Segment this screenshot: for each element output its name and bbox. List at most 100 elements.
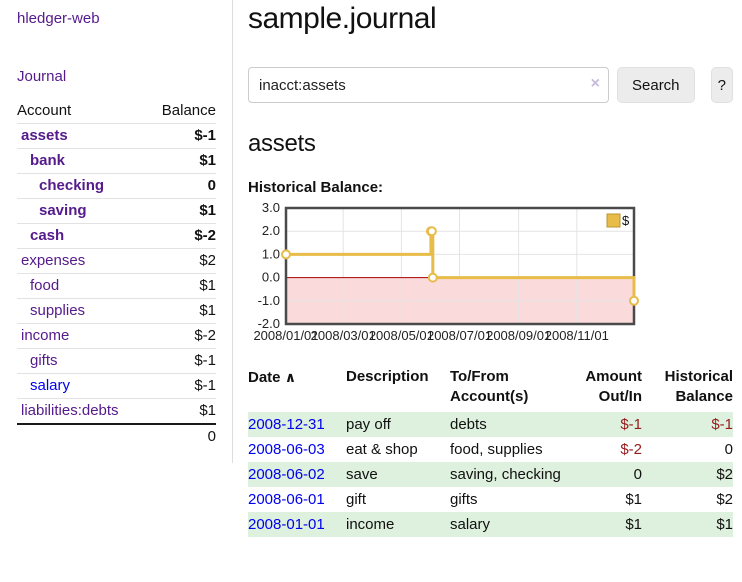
account-link-income[interactable]: income xyxy=(21,327,70,344)
transaction-accounts: saving, checking xyxy=(450,466,561,483)
register-header-date[interactable]: Date ∧ xyxy=(248,369,297,386)
clear-search-icon[interactable]: × xyxy=(590,75,600,92)
transaction-balance: 0 xyxy=(724,441,733,458)
svg-text:2008/07/01: 2008/07/01 xyxy=(427,328,492,343)
help-button[interactable]: ? xyxy=(710,67,733,103)
register-header-tofrom: To/From Account(s) xyxy=(450,368,529,405)
transaction-description: pay off xyxy=(346,416,391,433)
transaction-date-link[interactable]: 2008-06-02 xyxy=(248,466,325,483)
historical-balance-chart: $3.0 2.0 1.0 0.0 -1.0 -2.02008/01/012008/03/0… xyxy=(253,200,639,343)
account-link-expenses[interactable]: expenses xyxy=(21,252,86,269)
account-link-saving[interactable]: saving xyxy=(39,202,87,219)
svg-text:3.0: 3.0 xyxy=(262,200,280,215)
svg-text:0.0: 0.0 xyxy=(262,270,280,285)
svg-text:2008/03/01: 2008/03/01 xyxy=(311,328,376,343)
account-balance: $-2 xyxy=(146,223,216,249)
account-row: supplies $1 xyxy=(17,298,216,324)
transaction-date-link[interactable]: 2008-06-01 xyxy=(248,491,325,508)
accounts-table: Account Balance assets $-1 bank $1 checkin… xyxy=(17,99,216,449)
account-link-bank[interactable]: bank xyxy=(30,152,66,169)
transaction-amount: $1 xyxy=(625,491,642,508)
transaction-balance: $1 xyxy=(716,516,733,533)
account-link-gifts[interactable]: gifts xyxy=(30,352,58,369)
chart-container: $3.0 2.0 1.0 0.0 -1.0 -2.0 2008/01/01 2008/03/0… xyxy=(248,198,733,348)
svg-text:2.0: 2.0 xyxy=(262,223,280,238)
account-heading: assets xyxy=(248,130,316,157)
account-link-liabilities-debts[interactable]: liabilities:debts xyxy=(21,402,119,419)
account-row: saving $1 xyxy=(17,198,216,224)
account-link-checking[interactable]: checking xyxy=(39,177,105,194)
account-row: checking 0 xyxy=(17,173,216,199)
transaction-accounts: debts xyxy=(450,416,487,433)
register-header-row: Date ∧ Description To/From Account(s) Amo… xyxy=(248,367,733,412)
account-row: assets $-1 xyxy=(17,123,216,149)
sidebar-item-journal[interactable]: Journal xyxy=(17,68,67,85)
account-balance: $-2 xyxy=(146,323,216,349)
account-balance: $-1 xyxy=(146,373,216,399)
register-row: 2008-06-02 save saving, checking 0 $2 xyxy=(248,462,733,487)
transaction-accounts: food, supplies xyxy=(450,441,543,458)
register-header-balance: Historical Balance xyxy=(664,368,733,405)
register-row: 2008-06-03 eat & shop food, supplies $-2… xyxy=(248,437,733,462)
account-link-supplies[interactable]: supplies xyxy=(30,302,86,319)
account-balance: $-1 xyxy=(146,348,216,374)
svg-text:2008/11/01: 2008/11/01 xyxy=(545,328,609,343)
transaction-amount: $1 xyxy=(625,516,642,533)
accounts-total: 0 xyxy=(146,423,216,449)
account-link-assets[interactable]: assets xyxy=(21,127,68,144)
account-balance: $-1 xyxy=(146,123,216,149)
account-balance: $1 xyxy=(146,148,216,174)
svg-text:$: $ xyxy=(622,213,630,228)
transaction-date-link[interactable]: 2008-12-31 xyxy=(248,416,325,433)
account-row: food $1 xyxy=(17,273,216,299)
account-balance: $2 xyxy=(146,248,216,274)
register-header-description: Description xyxy=(346,368,429,385)
transaction-description: save xyxy=(346,466,378,483)
account-link-food[interactable]: food xyxy=(30,277,60,294)
svg-text:-2.0: -2.0 xyxy=(258,316,280,331)
account-row: salary $-1 xyxy=(17,373,216,399)
page: hledger-web Journal Account Balance asse… xyxy=(0,0,742,557)
account-link-salary[interactable]: salary xyxy=(30,377,71,394)
accounts-total-row: 0 xyxy=(17,423,216,449)
svg-text:2008/05/01: 2008/05/01 xyxy=(369,328,434,343)
accounts-header-balance: Balance xyxy=(161,102,216,119)
transaction-balance: $2 xyxy=(716,466,733,483)
register-row: 2008-06-01 gift gifts $1 $2 xyxy=(248,487,733,512)
transaction-accounts: gifts xyxy=(450,491,478,508)
account-balance: $1 xyxy=(146,273,216,299)
svg-text:-1.0: -1.0 xyxy=(258,293,280,308)
brand-link[interactable]: hledger-web xyxy=(17,10,100,27)
transaction-date-link[interactable]: 2008-06-03 xyxy=(248,441,325,458)
account-row: expenses $2 xyxy=(17,248,216,274)
account-balance: $1 xyxy=(146,198,216,224)
register-row: 2008-12-31 pay off debts $-1 $-1 xyxy=(248,412,733,437)
account-row: cash $-2 xyxy=(17,223,216,249)
main-content: sample.journal × Search ? assets Histori… xyxy=(233,0,742,557)
account-balance: 0 xyxy=(146,173,216,199)
account-row: bank $1 xyxy=(17,148,216,174)
account-link-cash[interactable]: cash xyxy=(30,227,65,244)
svg-text:2008/09/01: 2008/09/01 xyxy=(486,328,551,343)
transaction-balance: $2 xyxy=(716,491,733,508)
svg-text:2008/01/01: 2008/01/01 xyxy=(253,328,318,343)
transaction-description: income xyxy=(346,516,395,533)
sidebar: hledger-web Journal Account Balance asse… xyxy=(0,0,233,463)
search-button[interactable]: Search xyxy=(617,67,695,103)
sort-ascending-icon: ∧ xyxy=(284,369,297,385)
transaction-accounts: salary xyxy=(450,516,491,533)
transaction-date-link[interactable]: 2008-01-01 xyxy=(248,516,325,533)
transaction-amount: $-2 xyxy=(620,441,642,458)
account-row: gifts $-1 xyxy=(17,348,216,374)
transaction-balance: $-1 xyxy=(711,416,733,433)
transaction-description: eat & shop xyxy=(346,441,418,458)
search-form: × Search ? xyxy=(248,67,733,103)
accounts-header-account: Account xyxy=(17,102,72,119)
chart-title: Historical Balance: xyxy=(248,179,384,196)
register-row: 2008-01-01 income salary $1 $1 xyxy=(248,512,733,537)
transaction-description: gift xyxy=(346,491,367,508)
account-balance: $1 xyxy=(146,298,216,324)
account-row: liabilities:debts $1 xyxy=(17,398,216,424)
search-input[interactable] xyxy=(248,67,609,103)
register-table: Date ∧ Description To/From Account(s) Amo… xyxy=(248,367,733,537)
